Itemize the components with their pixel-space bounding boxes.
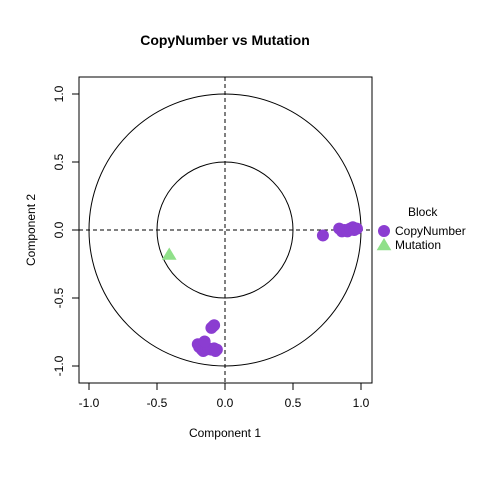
copynumber-point — [210, 343, 223, 356]
legend-copynumber-symbol — [378, 225, 390, 237]
x-axis-label: Component 1 — [189, 426, 261, 440]
chart-title: CopyNumber vs Mutation — [140, 32, 310, 48]
y-tick-label: -1.0 — [52, 355, 66, 376]
x-tick-label: -1.0 — [79, 396, 100, 410]
x-tick-label: 0.0 — [217, 396, 234, 410]
x-tick-label: 1.0 — [353, 396, 370, 410]
data-points — [161, 221, 363, 358]
legend-copynumber-label: CopyNumber — [395, 224, 466, 238]
x-axis: -1.0 -0.5 0.0 0.5 1.0 — [79, 382, 370, 410]
x-tick-label: 0.5 — [285, 396, 302, 410]
y-tick-label: 0.0 — [52, 221, 66, 238]
y-tick-label: 1.0 — [52, 85, 66, 102]
y-axis-label: Component 2 — [24, 194, 38, 266]
copynumber-point — [198, 335, 211, 348]
x-tick-label: -0.5 — [147, 396, 168, 410]
y-axis: -1.0 -0.5 0.0 0.5 1.0 — [52, 85, 80, 376]
mutation-point — [161, 247, 177, 260]
copynumber-point — [206, 320, 219, 333]
y-tick-label: 0.5 — [52, 153, 66, 170]
copynumber-point — [350, 222, 363, 235]
y-tick-label: -0.5 — [52, 287, 66, 308]
copynumber-point — [316, 229, 329, 242]
legend-title: Block — [408, 205, 438, 219]
legend-mutation-symbol — [376, 238, 392, 251]
legend-mutation-label: Mutation — [395, 238, 441, 252]
reference-lines — [79, 77, 372, 383]
